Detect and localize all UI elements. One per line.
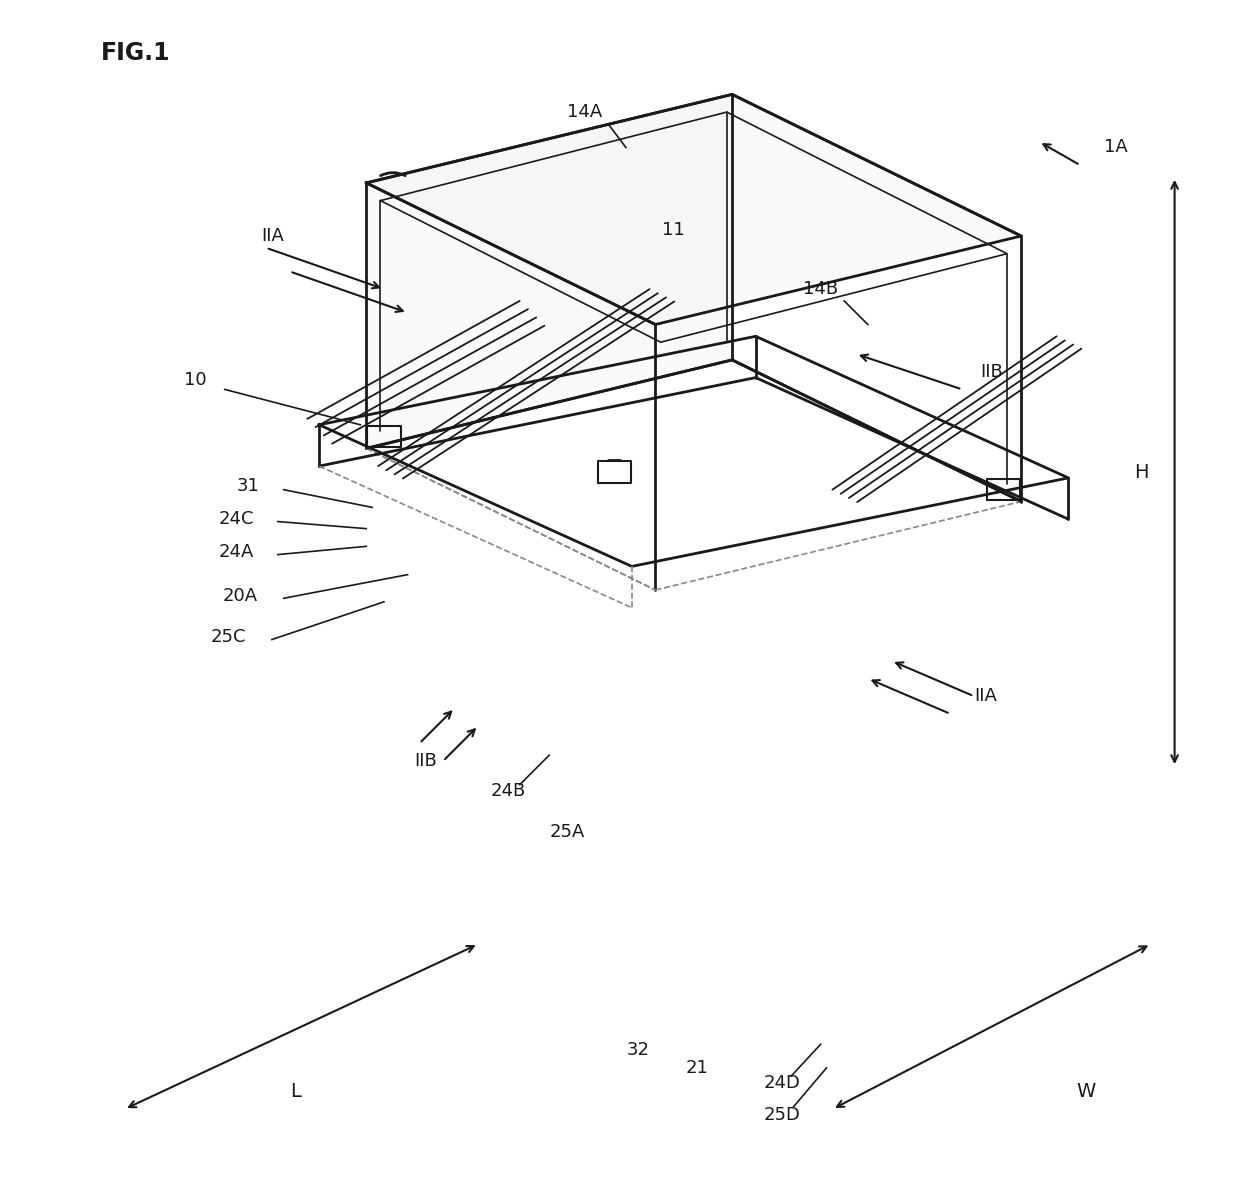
Text: IIB: IIB — [414, 752, 436, 771]
Text: 1A: 1A — [1104, 138, 1127, 157]
Text: 25C: 25C — [211, 628, 246, 647]
Text: 14A: 14A — [567, 103, 603, 122]
Text: IIA: IIA — [260, 227, 284, 245]
Text: 21: 21 — [686, 1058, 708, 1077]
Text: FIG.1: FIG.1 — [100, 41, 170, 65]
Text: 20A: 20A — [222, 586, 258, 605]
Text: 25D: 25D — [764, 1106, 800, 1125]
Text: 24A: 24A — [218, 543, 254, 562]
Text: 24C: 24C — [218, 510, 254, 529]
Text: 10: 10 — [184, 371, 207, 389]
Text: 25A: 25A — [549, 822, 584, 841]
Text: 11: 11 — [662, 221, 684, 240]
Text: W: W — [1076, 1082, 1096, 1101]
Text: 31: 31 — [237, 477, 259, 496]
Text: 24D: 24D — [764, 1074, 800, 1093]
Text: IIB: IIB — [980, 362, 1003, 381]
Text: 24B: 24B — [490, 781, 526, 800]
Text: 14B: 14B — [804, 280, 838, 299]
Text: 32: 32 — [626, 1041, 650, 1060]
Text: L: L — [290, 1082, 301, 1101]
Text: IIA: IIA — [973, 687, 997, 706]
Text: H: H — [1135, 463, 1148, 481]
